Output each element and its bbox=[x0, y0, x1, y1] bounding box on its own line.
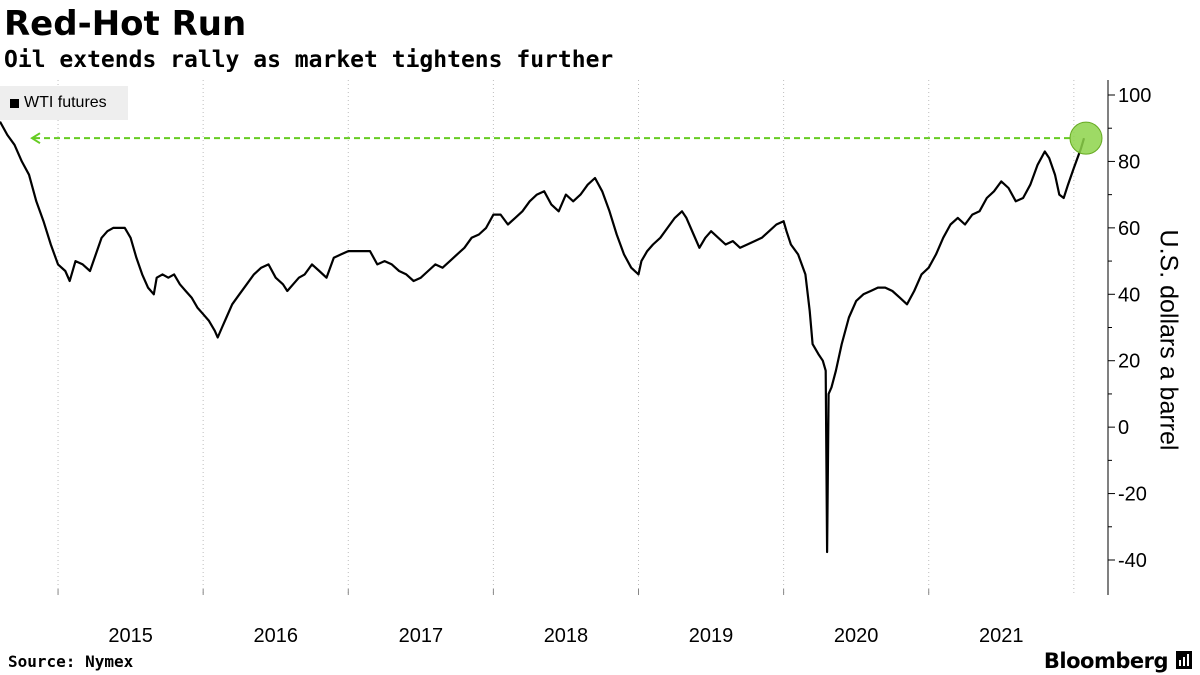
y-tick-label--40: -40 bbox=[1118, 550, 1147, 572]
x-tick-label-2020: 2020 bbox=[834, 625, 879, 647]
chart-title: Red-Hot Run bbox=[4, 4, 247, 44]
y-tick-label-40: 40 bbox=[1118, 284, 1140, 306]
legend-swatch bbox=[10, 98, 19, 108]
y-tick-label--20: -20 bbox=[1118, 484, 1147, 506]
y-axis-title-text: U.S. dollars a barrel bbox=[1154, 229, 1183, 451]
reference-arrowhead bbox=[30, 132, 41, 145]
y-tick-label-0: 0 bbox=[1118, 417, 1129, 439]
legend: WTI futures bbox=[0, 86, 128, 120]
y-tick-label-100: 100 bbox=[1118, 85, 1151, 107]
x-tick-label-2021: 2021 bbox=[979, 625, 1024, 647]
bloomberg-terminal-icon bbox=[1176, 651, 1192, 669]
x-tick-label-2015: 2015 bbox=[108, 625, 153, 647]
x-tick-label-2017: 2017 bbox=[399, 625, 444, 647]
y-tick-label-80: 80 bbox=[1118, 151, 1140, 173]
latest-value-highlight bbox=[1069, 121, 1103, 155]
legend-label: WTI futures bbox=[24, 94, 107, 111]
wti-price-line bbox=[0, 121, 1086, 554]
x-tick-label-2019: 2019 bbox=[689, 625, 734, 647]
x-tick-label-2016: 2016 bbox=[253, 625, 298, 647]
y-tick-label-60: 60 bbox=[1118, 218, 1140, 240]
bloomberg-logo: Bloomberg bbox=[1043, 649, 1169, 673]
x-tick-label-2018: 2018 bbox=[544, 625, 589, 647]
y-tick-label-20: 20 bbox=[1118, 351, 1140, 373]
chart-subtitle: Oil extends rally as market tightens fur… bbox=[4, 47, 614, 73]
source-note: Source: Nymex bbox=[8, 652, 134, 671]
